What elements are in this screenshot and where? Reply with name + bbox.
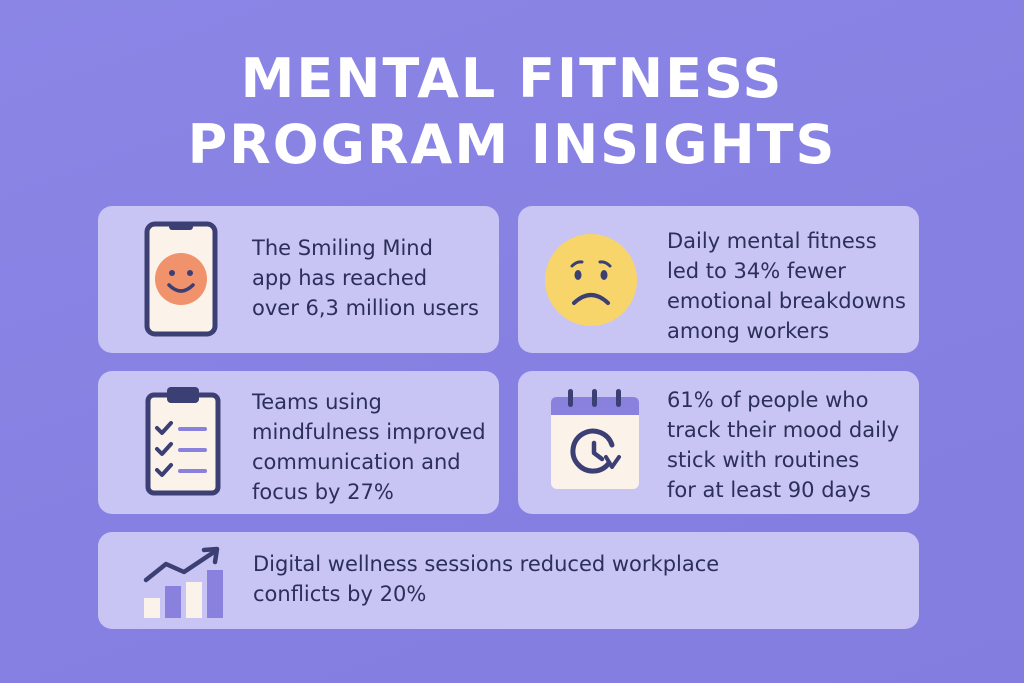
text-line: led to 34% fewer (667, 259, 846, 283)
insight-text: Daily mental fitness led to 34% fewer em… (667, 226, 906, 346)
text-line: The Smiling Mind (252, 236, 433, 260)
text-line: among workers (667, 319, 830, 343)
worried-face-icon (544, 233, 638, 331)
text-line: Daily mental fitness (667, 229, 877, 253)
text-line: app has reached (252, 266, 428, 290)
text-line: 61% of people who (667, 388, 869, 412)
text-line: emotional breakdowns (667, 289, 906, 313)
insight-text: Digital wellness sessions reduced workpl… (253, 549, 719, 609)
insight-card-team-communication: Teams using mindfulness improved communi… (98, 371, 499, 514)
text-line: stick with routines (667, 448, 860, 472)
insight-text: 61% of people who track their mood daily… (667, 385, 899, 505)
text-line: for at least 90 days (667, 478, 871, 502)
insight-card-emotional-breakdowns: Daily mental fitness led to 34% fewer em… (518, 206, 919, 353)
text-line: Digital wellness sessions reduced workpl… (253, 552, 720, 576)
insight-text: Teams using mindfulness improved communi… (252, 387, 486, 507)
text-line: conflicts by 20% (253, 582, 427, 606)
bar-chart-trend-icon (142, 546, 226, 624)
text-line: mindfulness improved (252, 420, 486, 444)
clipboard-checklist-icon (145, 385, 221, 501)
text-line: focus by 27% (252, 480, 394, 504)
insight-card-mood-tracking: 61% of people who track their mood daily… (518, 371, 919, 514)
calendar-refresh-icon (549, 387, 641, 495)
text-line: track their mood daily (667, 418, 900, 442)
page-title: MENTAL FITNESS PROGRAM INSIGHTS (0, 46, 1024, 178)
insight-text: The Smiling Mind app has reached over 6,… (252, 233, 479, 323)
smartphone-smiley-icon (144, 221, 218, 341)
insight-card-app-users: The Smiling Mind app has reached over 6,… (98, 206, 499, 353)
text-line: over 6,3 million users (252, 296, 479, 320)
title-line-2: PROGRAM INSIGHTS (187, 113, 837, 176)
title-line-1: MENTAL FITNESS (240, 47, 784, 110)
text-line: communication and (252, 450, 461, 474)
insight-card-workplace-conflicts: Digital wellness sessions reduced workpl… (98, 532, 919, 629)
text-line: Teams using (252, 390, 382, 414)
